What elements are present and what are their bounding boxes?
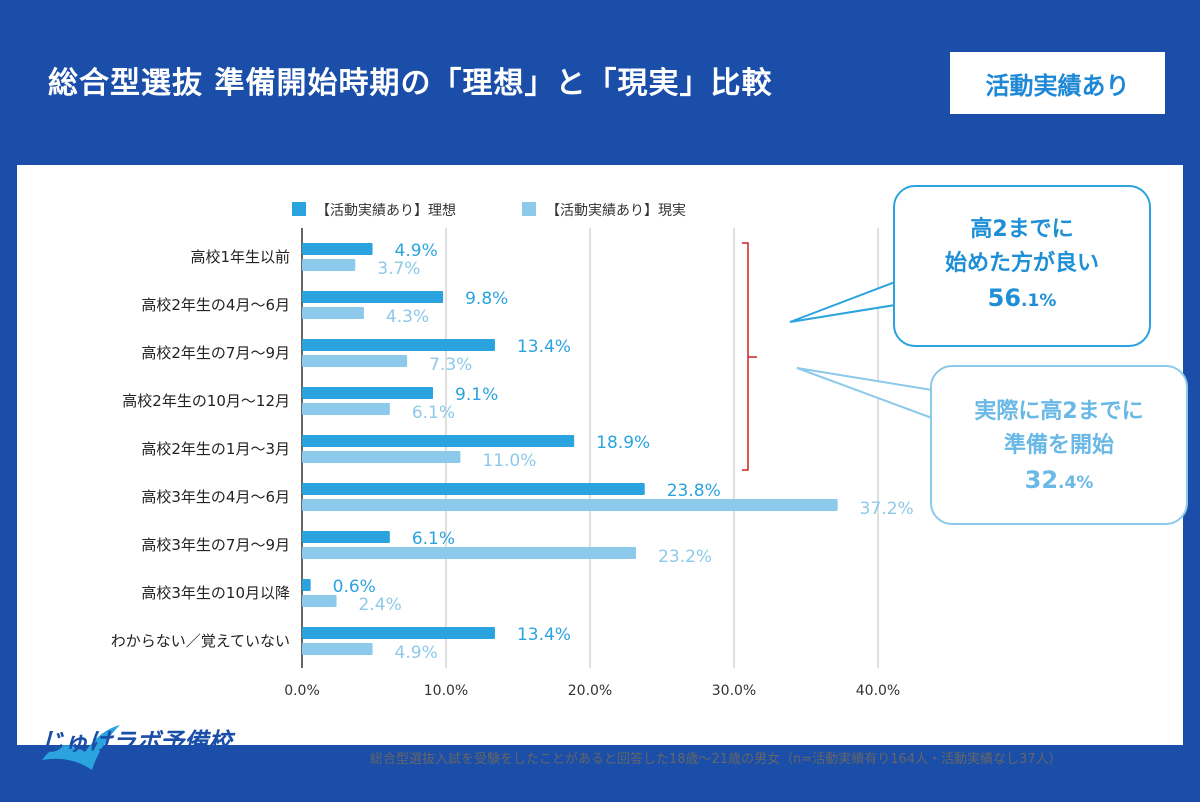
category-label: わからない／覚えていない xyxy=(111,632,290,650)
bar xyxy=(302,307,364,319)
data-label: 13.4% xyxy=(517,625,571,645)
bar xyxy=(302,243,373,255)
category-label: 高校3年生の10月以降 xyxy=(141,584,290,602)
x-tick-label: 20.0% xyxy=(568,683,612,699)
data-label: 3.7% xyxy=(377,259,420,279)
bar xyxy=(302,259,356,271)
data-label: 4.9% xyxy=(395,241,438,261)
bar xyxy=(302,643,373,655)
callout-tail xyxy=(789,281,896,323)
bar xyxy=(302,499,838,511)
x-tick-label: 10.0% xyxy=(424,683,468,699)
category-label: 高校3年生の4月～6月 xyxy=(141,488,290,506)
callout-line: 実際に高2までに xyxy=(974,399,1144,424)
data-label: 4.9% xyxy=(395,643,438,663)
category-label: 高校2年生の7月～9月 xyxy=(141,344,290,362)
bar xyxy=(302,627,495,639)
bar xyxy=(302,339,495,351)
legend-swatch xyxy=(292,202,306,216)
bar xyxy=(302,387,434,399)
data-label: 11.0% xyxy=(482,451,536,471)
bar xyxy=(302,547,637,559)
data-label: 6.1% xyxy=(412,529,455,549)
logo-book-icon xyxy=(42,725,120,770)
bar xyxy=(302,451,461,463)
category-badge: 活動実績あり xyxy=(950,52,1165,114)
category-label: 高校1年生以前 xyxy=(190,248,290,266)
bar xyxy=(302,435,575,447)
callout-value: 32 xyxy=(1024,466,1059,494)
page-title: 総合型選抜 準備開始時期の「理想」と「現実」比較 xyxy=(48,66,773,101)
bar xyxy=(302,579,311,591)
bar xyxy=(302,595,337,607)
bracket xyxy=(742,242,757,471)
legend-label: 【活動実績あり】理想 xyxy=(316,203,456,219)
callout-line: 準備を開始 xyxy=(1003,433,1114,458)
category-label: 高校2年生の1月～3月 xyxy=(141,440,290,458)
data-label: 4.3% xyxy=(386,307,429,327)
category-label: 高校2年生の4月～6月 xyxy=(141,296,290,314)
data-label: 2.4% xyxy=(359,595,402,615)
legend-label: 【活動実績あり】現実 xyxy=(546,203,686,219)
footnote: 総合型選抜入試を受験をしたことがあると回答した18歳～21歳の男女（n=活動実績… xyxy=(370,752,1062,767)
callout-tail xyxy=(796,367,933,419)
callout-value-decimal: .1% xyxy=(1021,291,1057,311)
data-label: 7.3% xyxy=(429,355,472,375)
callout-line: 高2までに xyxy=(970,217,1074,242)
data-label: 9.1% xyxy=(455,385,498,405)
data-label: 23.8% xyxy=(667,481,721,501)
x-tick-label: 0.0% xyxy=(284,683,320,699)
callout-value: 56 xyxy=(987,284,1022,312)
data-label: 6.1% xyxy=(412,403,455,423)
x-tick-label: 30.0% xyxy=(712,683,756,699)
x-tick-label: 40.0% xyxy=(856,683,900,699)
callout-real: 実際に高2までに 準備を開始 32.4% xyxy=(930,365,1188,525)
legend-swatch xyxy=(522,202,536,216)
data-label: 23.2% xyxy=(658,547,712,567)
category-label: 高校2年生の10月～12月 xyxy=(122,392,290,410)
bar xyxy=(302,355,408,367)
data-label: 9.8% xyxy=(465,289,508,309)
category-label: 高校3年生の7月～9月 xyxy=(141,536,290,554)
bar xyxy=(302,531,390,543)
logo: じゅけラボ予備校 xyxy=(40,728,232,756)
bar xyxy=(302,403,390,415)
callout-value-decimal: .4% xyxy=(1058,473,1094,493)
bar xyxy=(302,483,645,495)
callout-line: 始めた方が良い xyxy=(944,251,1099,276)
data-label: 37.2% xyxy=(860,499,914,519)
callout-ideal: 高2までに 始めた方が良い 56.1% xyxy=(893,185,1151,347)
bar xyxy=(302,291,444,303)
data-label: 18.9% xyxy=(596,433,650,453)
data-label: 13.4% xyxy=(517,337,571,357)
data-label: 0.6% xyxy=(333,577,376,597)
